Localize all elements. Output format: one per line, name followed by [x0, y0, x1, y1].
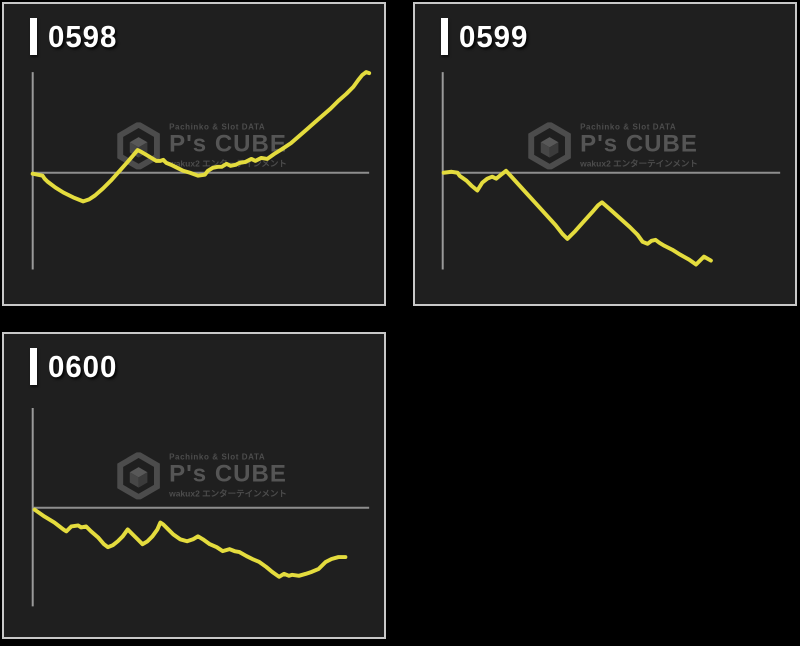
ps-cube-watermark: Pachinko & Slot DATA P's CUBE wakux2 エンタ…	[526, 122, 698, 170]
machine-panel-0598[interactable]: Pachinko & Slot DATA P's CUBE wakux2 エンタ…	[2, 2, 386, 306]
watermark-subtitle: Pachinko & Slot DATA	[169, 452, 266, 462]
watermark-tagline: wakux2 エンターテインメント	[580, 158, 698, 169]
machine-panel-0599[interactable]: Pachinko & Slot DATA P's CUBE wakux2 エンタ…	[413, 2, 797, 306]
payout-line	[32, 507, 348, 579]
ps-cube-logo-icon	[117, 122, 160, 170]
payout-chart	[31, 408, 370, 607]
watermark-subtitle: Pachinko & Slot DATA	[169, 122, 266, 132]
machine-number-label: 0598	[30, 18, 121, 56]
ps-cube-logo-icon	[528, 122, 571, 170]
label-bar	[30, 18, 37, 55]
ps-cube-logo-icon	[117, 452, 160, 500]
machine-number: 0598	[48, 19, 118, 54]
label-bar	[30, 348, 37, 385]
label-bar	[441, 18, 448, 55]
machine-panel-0600[interactable]: Pachinko & Slot DATA P's CUBE wakux2 エンタ…	[2, 332, 386, 639]
machine-number: 0600	[48, 349, 118, 384]
ps-cube-watermark: Pachinko & Slot DATA P's CUBE wakux2 エンタ…	[115, 452, 287, 500]
watermark-tagline: wakux2 エンターテインメント	[169, 488, 287, 499]
watermark-brand: P's CUBE	[580, 130, 698, 158]
payout-chart	[30, 70, 372, 270]
machine-number-label: 0599	[441, 18, 532, 56]
machine-number: 0599	[459, 19, 529, 54]
machine-number-label: 0600	[30, 348, 121, 386]
payout-line	[30, 70, 372, 204]
watermark-brand: P's CUBE	[169, 130, 287, 158]
watermark-subtitle: Pachinko & Slot DATA	[580, 122, 677, 132]
payout-line	[441, 168, 713, 267]
watermark-brand: P's CUBE	[169, 460, 287, 488]
payout-chart	[441, 72, 781, 270]
